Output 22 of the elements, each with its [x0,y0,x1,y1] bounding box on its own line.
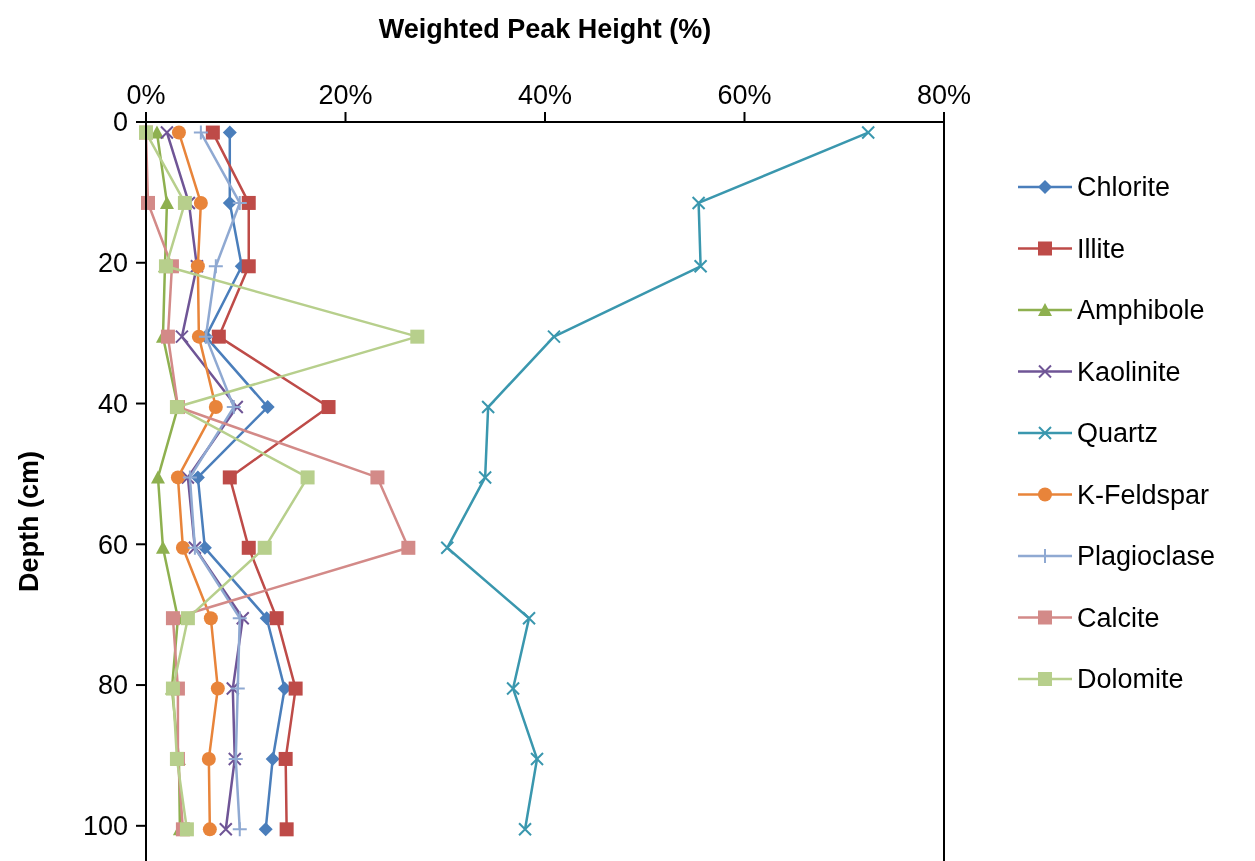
y-tick-label: 40 [97,388,128,419]
y-tick-label: 0 [112,107,128,138]
legend-label: Quartz [1077,418,1159,449]
legend-label: Illite [1077,233,1126,264]
y-tick-label: 100 [82,811,128,842]
legend-label: Dolomite [1077,664,1184,695]
legend-label: Kaolinite [1077,356,1181,387]
x-tick-label: 40% [517,80,573,110]
legend-label: Amphibole [1077,295,1205,326]
legend-label: Calcite [1077,602,1160,633]
legend-label: K-Feldspar [1077,479,1210,510]
legend-label: Chlorite [1077,172,1171,203]
y-tick-label: 80 [97,670,128,701]
x-tick-label: 80% [916,80,972,110]
x-tick-label: 20% [318,80,373,110]
y-tick-label: 60 [97,529,128,560]
y-axis-title: Depth (cm) [14,451,44,592]
x-axis-title: Weighted Peak Height (%) [378,14,712,44]
x-tick-label: 60% [717,80,772,110]
y-tick-label: 20 [97,248,128,279]
legend-label: Plagioclase [1077,541,1216,572]
x-tick-label: 0% [126,80,166,110]
